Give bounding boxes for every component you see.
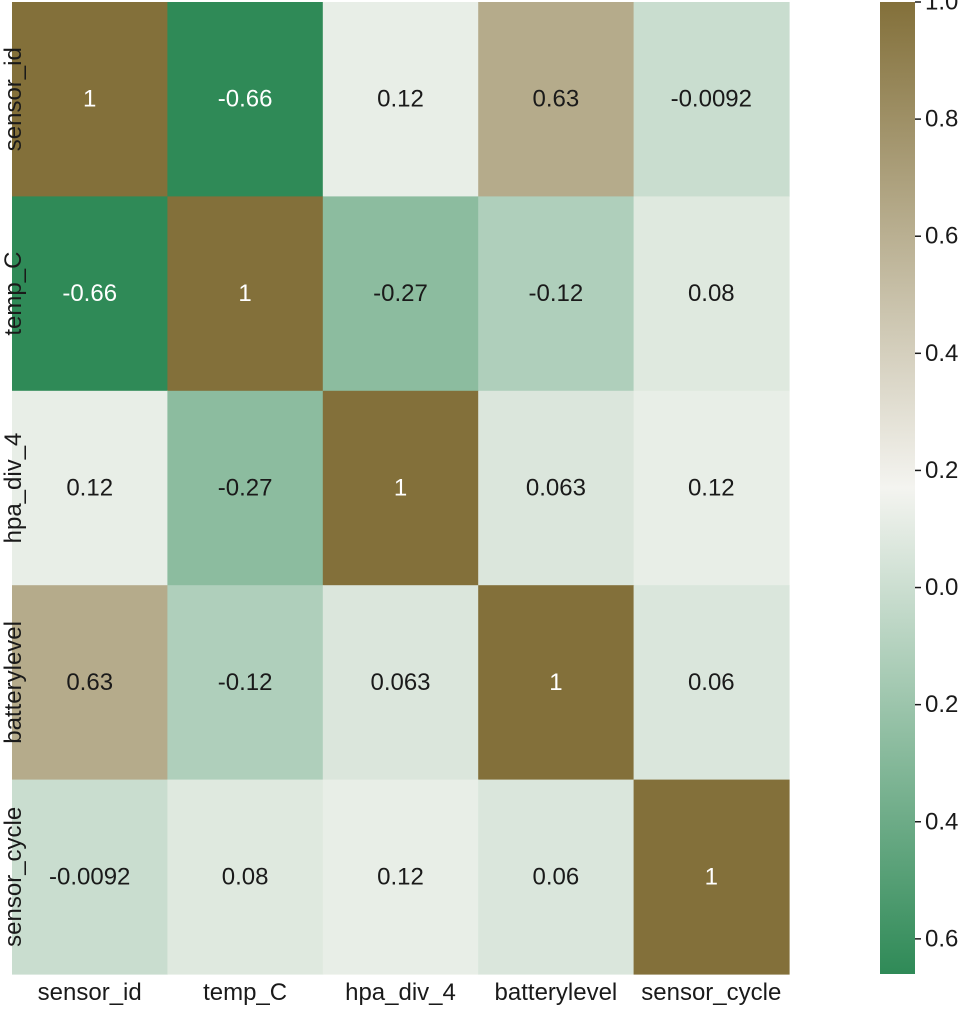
heatmap-cell [322,196,479,392]
cell-annotation: 0.12 [377,863,424,890]
colorbar-tick-label: 0.0 [925,574,958,601]
heatmap-cell [322,585,479,781]
cell-annotation: -0.66 [218,86,273,113]
heatmap-cell [478,196,635,392]
cell-annotation: -0.12 [529,280,584,307]
heatmap-cell [12,585,168,781]
heatmap-cell [12,2,168,197]
cell-annotation: 1 [705,863,718,890]
heatmap-cell [12,196,168,392]
cell-annotation: 0.12 [377,86,424,113]
cell-annotation: 1 [549,669,562,696]
cell-annotation: 0.08 [688,280,735,307]
heatmap-cell [12,779,168,975]
heatmap-cell [167,585,324,781]
cell-annotation: -0.0092 [49,863,130,890]
colorbar-tick-label: 0.4 [925,808,958,835]
colorbar-tick-label: 0.4 [925,340,958,367]
colorbar-tick-label: 0.2 [925,457,958,484]
y-tick-label: sensor_cycle [0,807,27,947]
cell-annotation: 0.06 [533,863,580,890]
heatmap-cell [167,390,324,586]
heatmap-cell [322,390,479,586]
cell-annotation: 0.063 [526,475,586,502]
y-tick-label: hpa_div_4 [0,433,27,544]
y-tick-label: temp_C [0,252,27,336]
heatmap-cell [633,390,790,586]
cell-annotation: 1 [394,475,407,502]
cell-annotation: 0.12 [66,475,113,502]
heatmap-cell [167,2,324,197]
cell-annotation: -0.0092 [671,86,752,113]
heatmap-cell [478,390,635,586]
heatmap-cell [167,196,324,392]
heatmap-cell [478,2,635,197]
cell-annotation: 0.06 [688,669,735,696]
cell-annotation: -0.27 [373,280,428,307]
heatmap-cell [633,779,790,975]
colorbar-gradient [880,2,915,974]
colorbar-tick-labels: 1.0 0.8 0.6 0.4 0.2 0.0 0.2 0.4 0.6 [915,0,958,952]
cell-annotation: 0.63 [66,669,113,696]
x-tick-label: hpa_div_4 [345,979,456,1006]
heatmap-cell [12,390,168,586]
heatmap-cell [478,779,635,975]
cell-annotation: 0.12 [688,475,735,502]
x-axis-tick-labels: sensor_id temp_C hpa_div_4 batterylevel sens… [38,979,782,1006]
heatmap-cell [167,779,324,975]
colorbar-tick-label: 0.6 [925,925,958,952]
y-axis-tick-labels: sensor_id temp_C hpa_div_4 batterylevel sens… [0,47,27,947]
cell-annotation: -0.27 [218,475,273,502]
colorbar [880,2,915,974]
x-tick-label: temp_C [203,979,287,1006]
heatmap-cell [633,585,790,781]
cell-annotation: -0.66 [62,280,117,307]
heatmap-cell [633,196,790,392]
cell-annotation: 0.063 [370,669,430,696]
colorbar-tick-label: 0.2 [925,691,958,718]
colorbar-tick-label: 0.6 [925,223,958,250]
cell-annotation: 1 [83,86,96,113]
cell-annotation: 0.63 [533,86,580,113]
heatmap-cell [633,2,790,197]
heatmap-cell [478,585,635,781]
cell-annotation: 1 [238,280,251,307]
x-tick-label: sensor_id [38,979,142,1006]
cell-annotations: 1 -0.66 0.12 0.63 -0.0092 -0.66 1 -0.27 -0.12 0.0… [49,86,752,891]
heatmap-cells [12,2,790,975]
x-tick-label: batterylevel [495,979,618,1006]
y-tick-label: batterylevel [0,621,27,744]
colorbar-tick-label: 0.8 [925,106,958,133]
heatmap-cell [322,779,479,975]
cell-annotation: 0.08 [222,863,269,890]
y-tick-label: sensor_id [0,47,27,151]
x-tick-label: sensor_cycle [641,979,781,1006]
colorbar-tick-label: 1.0 [925,0,958,16]
heatmap-cell [322,2,479,197]
cell-annotation: -0.12 [218,669,273,696]
